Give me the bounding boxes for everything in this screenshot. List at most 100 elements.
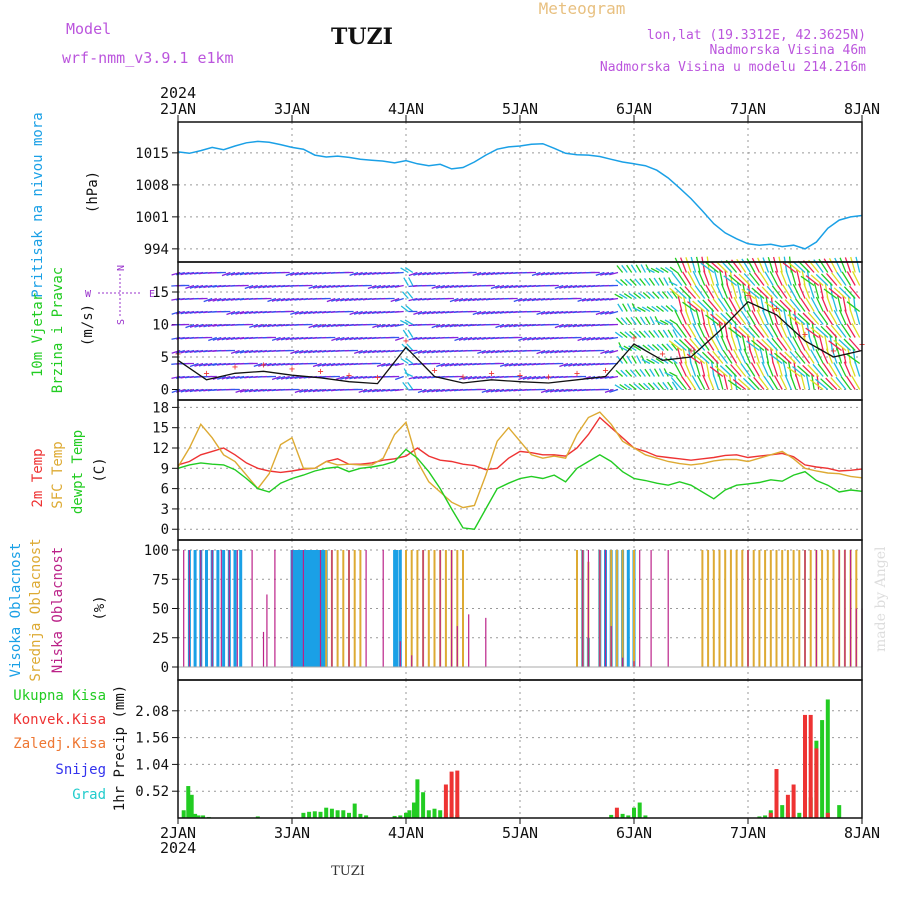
wind-arrow [616,265,624,273]
wind-arrow [638,330,646,338]
precipitation-ytick-label: 2.08 [135,704,169,720]
wind-arrow [665,305,674,312]
wind-arrow [764,301,778,313]
wind-arrow [779,352,792,364]
wind-arrow [353,336,363,341]
wind-arrow [657,329,665,338]
wind-arrow [349,297,359,302]
wind-arrow [248,271,258,275]
wind-arrow [694,337,706,351]
wind-arrow [833,339,847,351]
bottom-time-label: 8JAN [844,824,880,842]
wind-arrow [235,310,245,315]
wind-arrow [848,338,861,351]
wind-arrow [633,292,642,300]
wind-arrow [476,297,486,301]
wind-arrow [417,271,427,276]
wind-arrow [445,362,455,367]
clouds-ytick-label: 50 [152,602,169,618]
wind-arrow [226,271,236,277]
wind-arrow [358,271,368,276]
wind-arrow [756,309,765,325]
wind-arrow [180,349,190,354]
wind-arrow [249,323,259,329]
precip-total-bar [335,810,340,818]
wind-arrow [563,284,573,289]
wind-arrow [513,297,523,303]
wind-arrow [436,284,445,289]
wind-arrow [759,347,765,364]
wind-arrow [796,269,802,286]
wind-arrow [349,271,359,277]
wind-arrow [280,336,290,341]
wind-arrow [681,376,692,390]
wind-arrow [604,388,614,394]
wind-arrow [340,336,350,341]
wind-arrow [549,388,559,393]
wind-arrow [290,349,300,355]
wind-arrow [854,308,861,325]
wind-arrow [599,297,610,301]
wind-arrow [609,349,619,354]
wind-arrow [258,284,268,289]
wind-arrow [685,257,692,273]
wind-arrow [779,322,788,338]
wind-arrow [802,312,815,325]
wind-arrow [854,361,861,377]
wind-arrow [422,271,432,276]
wind-arrow [504,362,514,367]
wind-arrow [789,374,797,390]
wind-arrow [629,278,637,286]
wind-arrow [595,336,605,341]
wind-arrow [615,279,624,287]
wind-arrow [655,320,664,326]
wind-arrow [710,261,724,273]
wind-arrow [207,323,217,328]
wind-arrow [431,271,441,276]
wind-arrow [790,269,797,286]
wind-arrow [445,284,455,289]
wind-arrow [723,321,729,338]
wind-arrow [808,283,815,299]
cloud-label-low: Niska Oblacnost [50,547,66,673]
wind-arrow [779,299,792,312]
wind-arrow [746,288,760,300]
wind-arrow [563,323,573,328]
wind-arrow [844,257,852,273]
precip-conv-bar [774,769,779,818]
wind-arrow [658,368,665,377]
wind-arrow [702,322,710,338]
wind-arrow [600,349,610,355]
wind-arrow [403,368,409,377]
wind-arrow [467,336,477,341]
wind-gust-marker: + [431,365,437,376]
wind-arrow [290,310,300,316]
wind-arrow [620,369,628,377]
wind-arrow [841,347,847,364]
wind-gust-marker: + [773,304,779,315]
temp-label-2m: 2m Temp [30,448,46,507]
wind-arrow [774,270,783,286]
wind-arrow [655,267,664,274]
wind-arrow [381,284,391,289]
wind-arrow [782,262,797,274]
wind-arrow [248,388,258,393]
wind-arrow [723,373,729,390]
wind-arrow [394,297,404,302]
wind-arrow [180,310,190,315]
wind-arrow [838,286,852,299]
wind-arrow [624,278,633,286]
wind-arrow [807,364,820,377]
wind-arrow [615,317,624,325]
wind-arrow [647,291,655,299]
temperature-ytick-label: 9 [161,461,169,477]
wind-arrow [828,340,842,352]
wind-arrow [761,338,774,351]
precip-total-bar [837,805,842,818]
wind-arrow [614,331,623,339]
wind-arrow [792,365,806,378]
wind-arrow [518,336,528,342]
wind-arrow [710,313,724,326]
wind-arrow [656,343,665,351]
